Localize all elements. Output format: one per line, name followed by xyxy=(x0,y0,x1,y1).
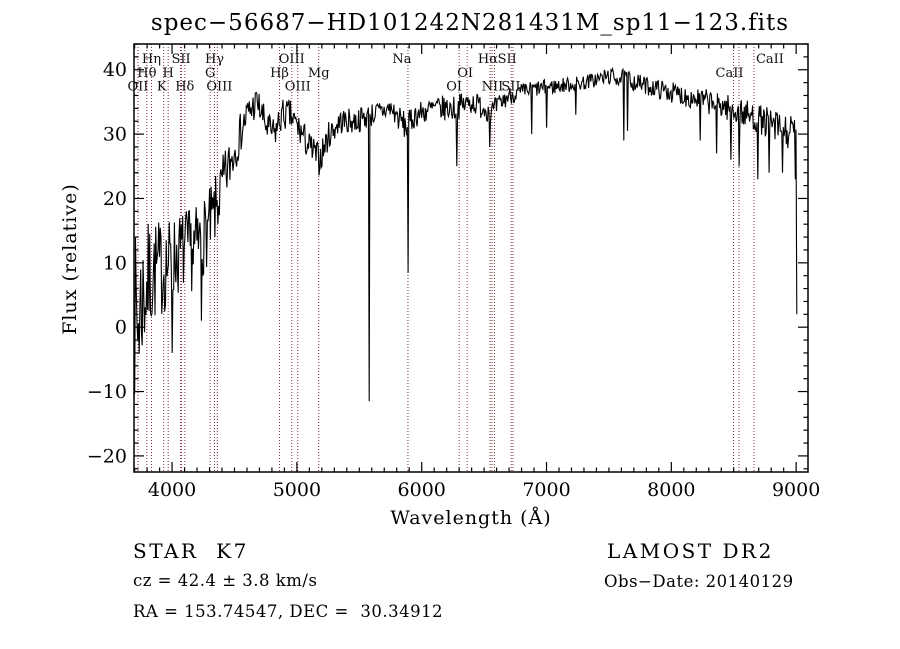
svg-text:40: 40 xyxy=(103,59,127,81)
svg-text:6000: 6000 xyxy=(398,479,446,501)
svg-text:Hδ: Hδ xyxy=(175,80,194,95)
svg-text:7000: 7000 xyxy=(522,479,570,501)
ra-dec-value: RA = 153.74547, DEC = 30.34912 xyxy=(133,602,444,621)
svg-text:OIII: OIII xyxy=(206,80,232,95)
object-class-label: STAR K7 xyxy=(133,539,249,563)
svg-text:30: 30 xyxy=(103,124,127,146)
svg-text:OII: OII xyxy=(128,80,149,95)
svg-text:Hθ: Hθ xyxy=(137,66,156,81)
svg-text:OI: OI xyxy=(457,66,473,81)
svg-text:G: G xyxy=(205,66,215,81)
svg-text:Na: Na xyxy=(392,52,411,67)
chart-title: spec−56687−HD101242N281431M_sp11−123.fit… xyxy=(150,10,790,36)
axis-ticks xyxy=(134,43,808,472)
svg-text:SII: SII xyxy=(501,80,520,95)
svg-text:20: 20 xyxy=(103,188,127,210)
spectrum-line xyxy=(134,66,798,402)
cz-value: cz = 42.4 ± 3.8 km/s xyxy=(133,571,318,590)
y-tick-labels: −20 −10 0 10 20 30 40 xyxy=(87,59,127,467)
svg-text:OI: OI xyxy=(446,80,462,95)
y-axis-title: Flux (relative) xyxy=(59,183,81,335)
svg-text:Hα: Hα xyxy=(478,52,498,67)
svg-text:5000: 5000 xyxy=(273,479,321,501)
svg-text:4000: 4000 xyxy=(148,479,196,501)
spectral-line-markers xyxy=(137,44,755,472)
svg-text:OIII: OIII xyxy=(285,80,311,95)
svg-text:−20: −20 xyxy=(87,445,127,467)
svg-text:CaII: CaII xyxy=(756,52,784,67)
svg-text:Mg: Mg xyxy=(308,66,330,81)
svg-text:SII: SII xyxy=(498,52,517,67)
survey-label: LAMOST DR2 xyxy=(607,539,774,563)
svg-text:8000: 8000 xyxy=(647,479,695,501)
svg-text:NII: NII xyxy=(482,80,504,95)
svg-text:SII: SII xyxy=(171,52,190,67)
svg-text:OIII: OIII xyxy=(279,52,305,67)
svg-text:CaII: CaII xyxy=(716,66,744,81)
svg-text:0: 0 xyxy=(115,317,127,339)
svg-text:K: K xyxy=(157,80,167,95)
svg-text:9000: 9000 xyxy=(772,479,820,501)
svg-text:10: 10 xyxy=(103,252,127,274)
x-axis-title: Wavelength (Å) xyxy=(390,507,552,529)
obs-date: Obs−Date: 20140129 xyxy=(604,572,794,591)
svg-text:Hγ: Hγ xyxy=(205,52,224,67)
svg-text:H: H xyxy=(163,66,174,81)
svg-text:Hβ: Hβ xyxy=(270,66,289,81)
svg-text:−10: −10 xyxy=(87,381,127,403)
svg-text:Hη: Hη xyxy=(142,52,161,67)
plot-box xyxy=(133,43,809,473)
x-tick-labels: 4000 5000 6000 7000 8000 9000 xyxy=(148,479,820,501)
